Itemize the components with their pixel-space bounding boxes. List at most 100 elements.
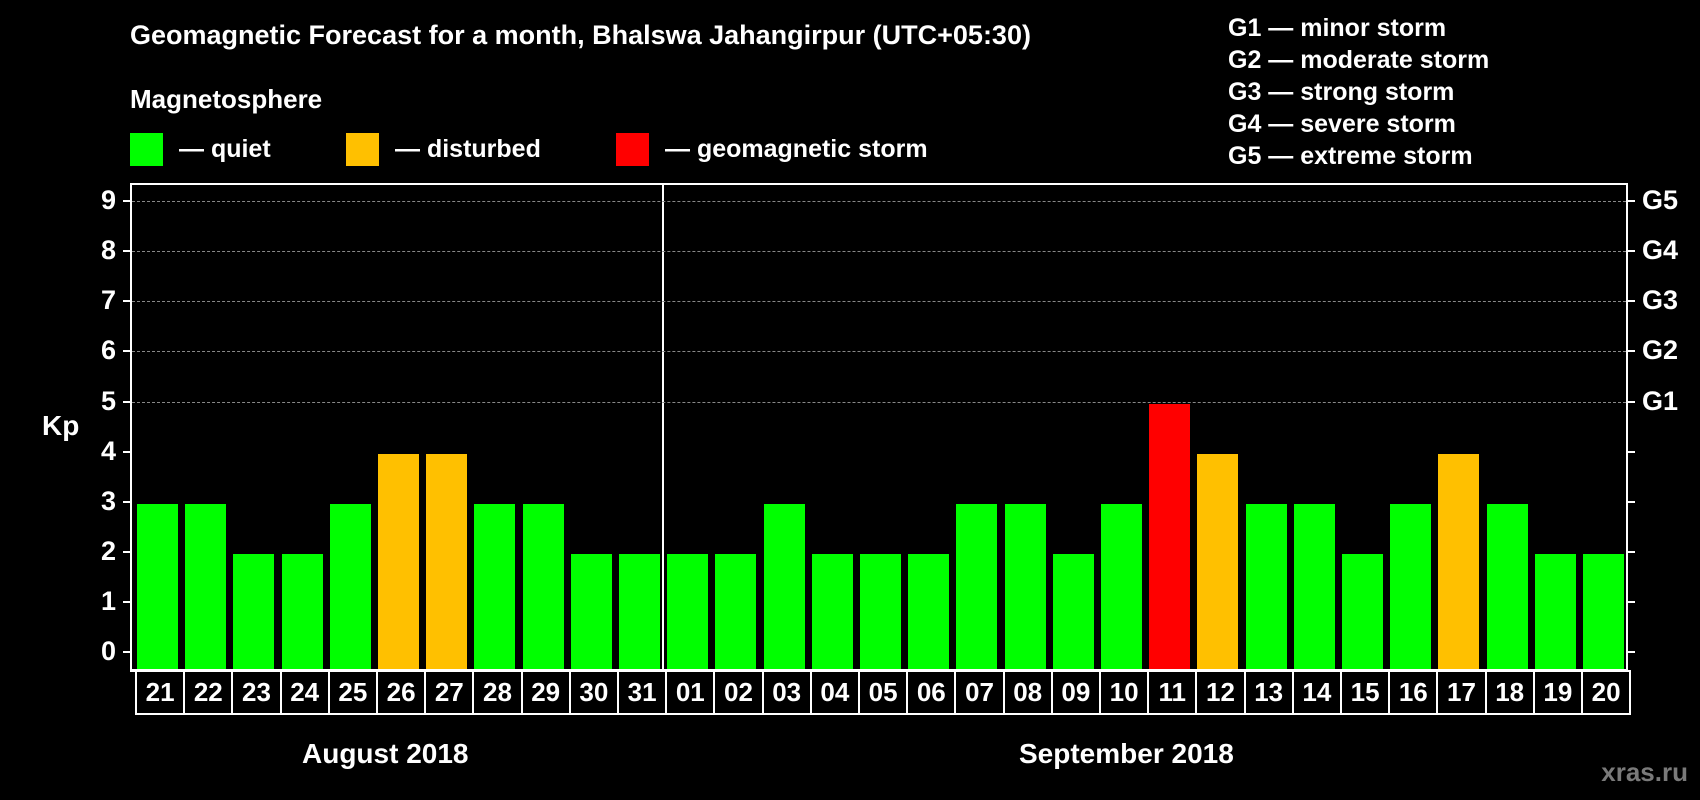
y-tick-label-8: 8 (100, 235, 116, 266)
storm-scale-g5: G5 — extreme storm (1228, 142, 1473, 170)
watermark: xras.ru (1601, 757, 1688, 787)
date-label-19: 19 (1532, 671, 1583, 715)
storm-scale-g2: G2 — moderate storm (1228, 46, 1490, 74)
gridline-kp-9 (132, 201, 1626, 203)
date-label-28: 28 (472, 671, 523, 715)
right-tick-7 (1627, 300, 1635, 303)
bar-14 (1293, 503, 1335, 669)
bar-07 (956, 503, 998, 669)
y-tick-label-5: 5 (100, 385, 116, 416)
date-label-08: 08 (1002, 671, 1053, 715)
bar-15 (1342, 553, 1383, 669)
g-level-label-g2: G2 (1642, 335, 1679, 366)
bar-02 (715, 553, 757, 669)
bar-01 (667, 553, 709, 669)
storm-scale-g1: G1 — minor storm (1228, 14, 1447, 42)
bar-06 (908, 553, 950, 669)
storm-scale-legend: G1 — minor storm G2 — moderate storm G3 … (1228, 12, 1489, 172)
right-tick-3 (1627, 500, 1635, 503)
bar-08 (1004, 503, 1046, 669)
y-tick-label-4: 4 (100, 435, 116, 466)
month-label-september: September 2018 (1019, 738, 1234, 769)
y-tick-8 (123, 250, 131, 253)
y-tick-0 (123, 651, 131, 653)
month-divider (662, 185, 664, 669)
date-label-11: 11 (1147, 671, 1198, 715)
y-tick-9 (123, 200, 131, 203)
date-label-09: 09 (1050, 671, 1101, 715)
bar-16 (1390, 503, 1432, 669)
right-tick-6 (1627, 350, 1635, 353)
bar-12 (1197, 453, 1239, 669)
y-tick-5 (123, 400, 131, 403)
bar-26 (378, 453, 419, 669)
date-label-13: 13 (1243, 671, 1294, 715)
month-label-august: August 2018 (302, 738, 469, 769)
date-label-06: 06 (906, 671, 957, 715)
date-label-29: 29 (520, 671, 571, 715)
storm-scale-g4: G4 — severe storm (1228, 110, 1456, 138)
y-tick-2 (123, 550, 131, 553)
y-axis-label: Kp (42, 410, 80, 441)
legend-disturbed-label: — disturbed (395, 135, 541, 163)
bar-21 (137, 503, 178, 669)
right-tick-8 (1627, 250, 1635, 253)
legend-quiet: — quiet (130, 133, 271, 166)
date-label-23: 23 (231, 671, 282, 715)
gridline-kp-6 (132, 351, 1626, 353)
bar-27 (426, 453, 468, 669)
date-label-10: 10 (1099, 671, 1150, 715)
y-tick-label-3: 3 (100, 485, 116, 516)
bar-09 (1052, 553, 1094, 669)
y-tick-label-1: 1 (100, 585, 116, 616)
right-tick-0 (1627, 651, 1635, 653)
bar-18 (1486, 503, 1528, 669)
bar-04 (811, 553, 853, 669)
bar-19 (1534, 553, 1576, 669)
gridline-kp-7 (132, 301, 1626, 303)
y-tick-1 (123, 600, 131, 603)
right-tick-5 (1627, 400, 1635, 403)
y-tick-label-2: 2 (100, 535, 116, 566)
date-label-03: 03 (761, 671, 812, 715)
y-tick-3 (123, 500, 131, 503)
date-label-15: 15 (1340, 671, 1391, 715)
bar-29 (522, 503, 564, 669)
g-level-label-g1: G1 (1642, 385, 1679, 416)
date-label-18: 18 (1484, 671, 1535, 715)
storm-scale-g3: G3 — strong storm (1228, 78, 1455, 106)
date-label-26: 26 (376, 671, 427, 715)
date-row-top-border (135, 670, 1632, 672)
bar-11 (1149, 403, 1191, 669)
bar-13 (1245, 503, 1287, 669)
bar-31 (619, 553, 660, 669)
bar-10 (1101, 503, 1142, 669)
legend-disturbed: — disturbed (346, 133, 541, 166)
right-tick-9 (1627, 200, 1635, 203)
date-label-25: 25 (327, 671, 378, 715)
disturbed-swatch-icon (346, 133, 379, 166)
bar-22 (185, 503, 227, 669)
gridline-kp-5 (132, 401, 1626, 403)
date-label-30: 30 (568, 671, 619, 715)
date-label-07: 07 (954, 671, 1005, 715)
date-label-31: 31 (617, 671, 668, 715)
g-level-label-g3: G3 (1642, 285, 1679, 316)
date-label-17: 17 (1436, 671, 1487, 715)
y-tick-label-6: 6 (100, 335, 116, 366)
legend-storm-label: — geomagnetic storm (665, 135, 928, 163)
date-label-14: 14 (1291, 671, 1342, 715)
y-tick-7 (123, 300, 131, 303)
legend-heading: Magnetosphere (130, 84, 323, 114)
right-tick-1 (1627, 600, 1635, 603)
date-label-16: 16 (1388, 671, 1439, 715)
quiet-swatch-icon (130, 133, 163, 166)
date-label-20: 20 (1581, 671, 1632, 715)
bar-30 (570, 553, 612, 669)
date-label-22: 22 (183, 671, 234, 715)
bar-23 (233, 553, 275, 669)
right-tick-2 (1627, 550, 1635, 553)
date-label-21: 21 (135, 671, 186, 715)
g-level-label-g4: G4 (1642, 235, 1679, 266)
storm-swatch-icon (616, 133, 649, 166)
